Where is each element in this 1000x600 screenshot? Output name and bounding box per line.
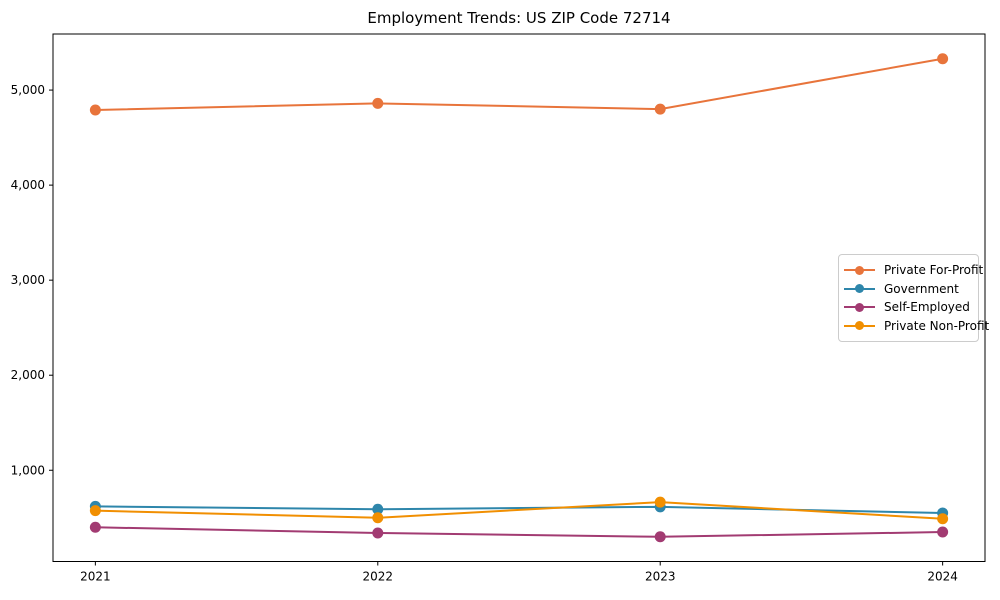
data-point — [654, 496, 666, 508]
data-point — [654, 531, 666, 543]
y-tick-label: 5,000 — [11, 83, 45, 97]
series-line — [94, 57, 944, 112]
legend-label: Private For-Profit — [884, 263, 984, 277]
data-point — [89, 104, 101, 116]
x-tick-label: 2023 — [645, 570, 676, 584]
legend-item: Government — [844, 280, 970, 298]
series-line — [94, 526, 944, 538]
data-point — [89, 505, 101, 517]
data-point — [937, 53, 949, 65]
y-tick-label: 1,000 — [11, 463, 45, 477]
axes-frame — [52, 33, 986, 562]
legend-item: Self-Employed — [844, 298, 970, 316]
line-marker-icon — [844, 283, 875, 295]
data-point — [937, 526, 949, 538]
legend-label: Self-Employed — [884, 300, 970, 315]
line-marker-icon — [844, 320, 875, 332]
legend-label: Private Non-Profit — [884, 318, 990, 333]
legend-item: Private For-Profit — [844, 261, 983, 279]
legend: Private For-Profit Government Self-Emplo… — [838, 254, 989, 342]
line-marker-icon — [844, 264, 875, 276]
data-point — [937, 513, 949, 525]
y-tick-label: 2,000 — [11, 368, 45, 382]
data-point — [372, 512, 384, 524]
data-point — [89, 521, 101, 533]
y-tick-label: 4,000 — [11, 178, 45, 192]
x-tick-label: 2022 — [363, 570, 394, 584]
data-point — [372, 97, 384, 109]
x-tick-label: 2024 — [927, 570, 958, 584]
x-tick-label: 2021 — [80, 570, 111, 584]
y-tick-label: 3,000 — [11, 273, 45, 287]
series-line — [94, 501, 944, 520]
legend-item: Private Non-Profit — [844, 317, 989, 335]
line-marker-icon — [844, 301, 875, 313]
data-point — [372, 527, 384, 539]
legend-label: Government — [884, 281, 959, 296]
data-point — [372, 503, 384, 515]
data-point — [654, 103, 666, 115]
chart-title: Employment Trends: US ZIP Code 72714 — [367, 9, 671, 27]
